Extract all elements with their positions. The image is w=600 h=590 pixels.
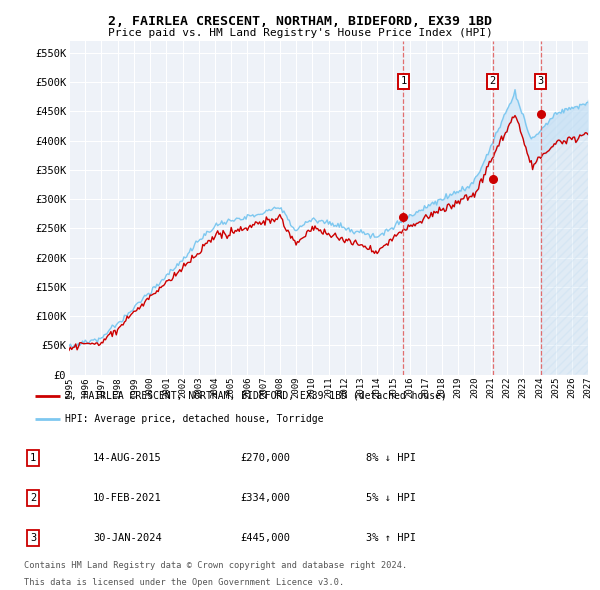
Text: 8% ↓ HPI: 8% ↓ HPI [366,453,416,463]
Text: Contains HM Land Registry data © Crown copyright and database right 2024.: Contains HM Land Registry data © Crown c… [24,561,407,570]
Text: 3: 3 [538,76,544,86]
Text: £334,000: £334,000 [240,493,290,503]
Text: £445,000: £445,000 [240,533,290,543]
Text: 2: 2 [30,493,36,503]
Text: 1: 1 [400,76,407,86]
Text: 2, FAIRLEA CRESCENT, NORTHAM, BIDEFORD, EX39 1BD (detached house): 2, FAIRLEA CRESCENT, NORTHAM, BIDEFORD, … [65,391,447,401]
Text: 10-FEB-2021: 10-FEB-2021 [93,493,162,503]
Text: 5% ↓ HPI: 5% ↓ HPI [366,493,416,503]
Text: 2: 2 [490,76,496,86]
Text: This data is licensed under the Open Government Licence v3.0.: This data is licensed under the Open Gov… [24,578,344,586]
Text: HPI: Average price, detached house, Torridge: HPI: Average price, detached house, Torr… [65,414,324,424]
Text: 1: 1 [30,453,36,463]
Text: 30-JAN-2024: 30-JAN-2024 [93,533,162,543]
Text: 3: 3 [30,533,36,543]
Text: Price paid vs. HM Land Registry's House Price Index (HPI): Price paid vs. HM Land Registry's House … [107,28,493,38]
Text: 14-AUG-2015: 14-AUG-2015 [93,453,162,463]
Text: £270,000: £270,000 [240,453,290,463]
Text: 3% ↑ HPI: 3% ↑ HPI [366,533,416,543]
Text: 2, FAIRLEA CRESCENT, NORTHAM, BIDEFORD, EX39 1BD: 2, FAIRLEA CRESCENT, NORTHAM, BIDEFORD, … [108,15,492,28]
